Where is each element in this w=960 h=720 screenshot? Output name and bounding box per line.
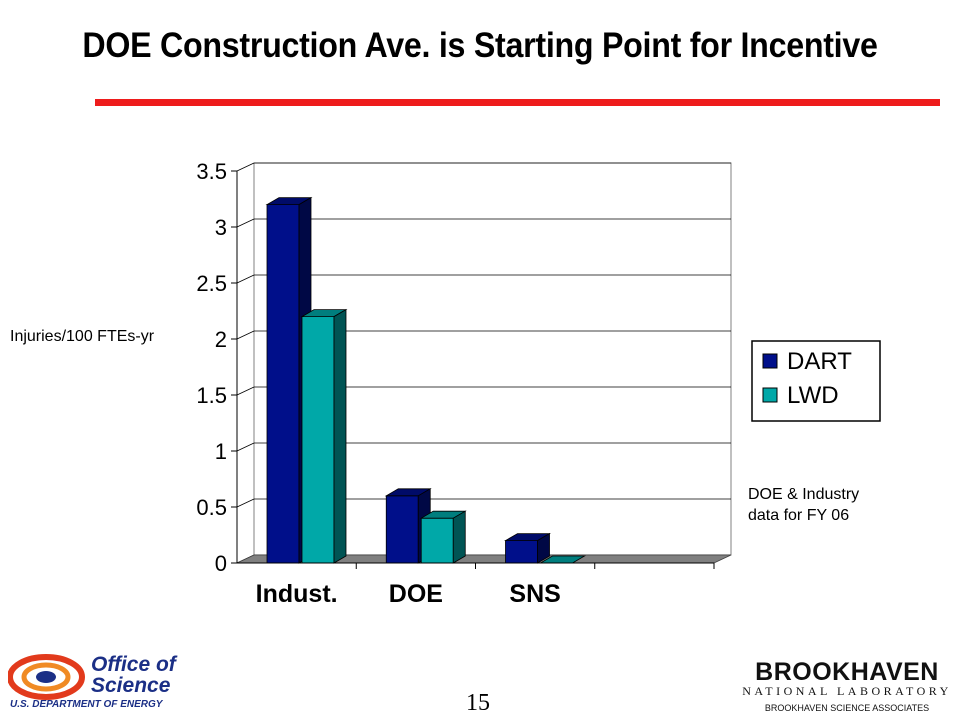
chart-axes: 0 0.5 1 1.5 2 2.5 3 3.5 Indust. DOE SNS — [196, 159, 715, 608]
legend-label-lwd: LWD — [787, 382, 839, 409]
y-tick-label: 2 — [215, 327, 227, 352]
bnl-logo-subtitle: NATIONAL LABORATORY — [742, 684, 952, 698]
office-of-science-logo: Office of Science U.S. DEPARTMENT OF ENE… — [8, 652, 198, 712]
gridline-side — [236, 274, 255, 284]
office-of-science-swirl-icon — [8, 654, 85, 700]
gridline-side — [236, 218, 255, 228]
bar-side — [333, 308, 347, 564]
office-logo-line1: Office of — [91, 653, 176, 676]
bar-side — [452, 510, 466, 564]
office-logo-line2: Science — [91, 674, 171, 697]
y-tick-label: 3 — [215, 215, 227, 240]
data-source-note-line2: data for FY 06 — [748, 507, 850, 524]
chart-bars — [265, 196, 586, 564]
title-divider — [95, 99, 940, 106]
y-tick-label: 0.5 — [196, 495, 227, 520]
bar-lwd — [419, 510, 467, 564]
y-axis-label: Injuries/100 FTEs-yr — [10, 328, 155, 345]
gridline-side — [236, 162, 255, 172]
x-tick-label: Indust. — [256, 580, 338, 608]
page-number: 15 — [466, 690, 490, 716]
x-tick-label: SNS — [509, 580, 560, 608]
x-tick-label: DOE — [389, 580, 443, 608]
bar-front — [420, 517, 454, 564]
bar-lwd — [300, 308, 348, 564]
data-source-note: DOE & Industry data for FY 06 — [748, 484, 859, 526]
slide-title: DOE Construction Ave. is Starting Point … — [82, 26, 878, 65]
bar-front — [505, 540, 538, 564]
bar-front — [301, 316, 335, 564]
y-tick-label: 2.5 — [196, 271, 227, 296]
title-divider-bar — [95, 99, 940, 106]
bar-front — [385, 495, 419, 564]
office-logo-doe: U.S. DEPARTMENT OF ENERGY — [10, 699, 163, 710]
chart-legend: DART LWD — [751, 340, 881, 422]
y-tick-label: 3.5 — [196, 159, 227, 184]
gridline-side — [236, 442, 255, 452]
y-tick-label: 1 — [215, 439, 227, 464]
bnl-logo-associates: BROOKHAVEN SCIENCE ASSOCIATES — [764, 703, 930, 713]
bar-front — [266, 204, 300, 564]
brookhaven-logo: BROOKHAVEN NATIONAL LABORATORY BROOKHAVE… — [742, 658, 952, 716]
legend-swatch-lwd — [762, 387, 778, 403]
gridline-side — [236, 386, 255, 396]
bar-dart — [504, 532, 551, 564]
bnl-logo-name: BROOKHAVEN — [755, 658, 939, 686]
gridline-side — [236, 330, 255, 340]
y-tick-label: 0 — [215, 551, 227, 576]
data-source-note-line1: DOE & Industry — [748, 486, 860, 503]
legend-swatch-dart — [762, 353, 778, 369]
legend-label-dart: DART — [787, 348, 852, 375]
y-tick-label: 1.5 — [196, 383, 227, 408]
gridline-side — [236, 498, 255, 508]
bar-side — [537, 532, 550, 564]
